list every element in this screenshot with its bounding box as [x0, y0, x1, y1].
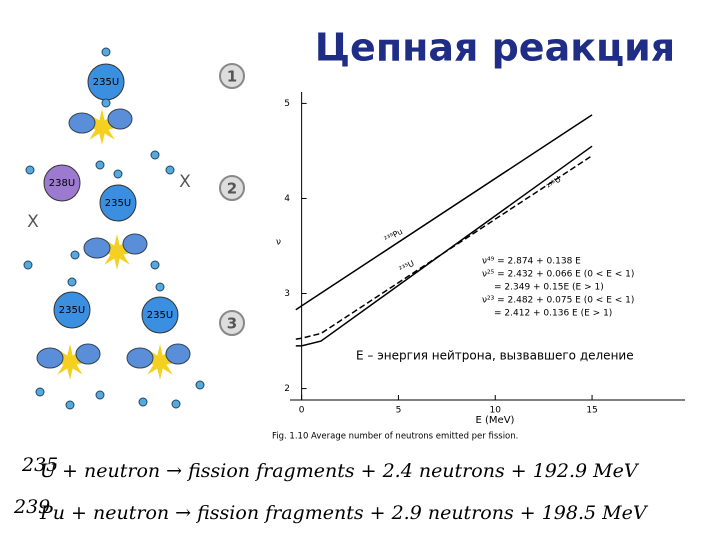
x-tick-label: 0: [299, 406, 305, 416]
fragment: [122, 233, 148, 255]
neutron: [70, 250, 80, 260]
isotope: 239: [13, 496, 50, 518]
x-axis-label: E (MeV): [476, 415, 515, 426]
nucleus-label: 235U: [59, 305, 85, 316]
absorbed-mark: X: [27, 212, 39, 232]
neutron: [65, 400, 75, 410]
fragment: [165, 343, 191, 365]
x-tick-label: 5: [396, 406, 402, 416]
nucleus: [43, 164, 81, 202]
neutron: [95, 160, 105, 170]
fragment: [36, 347, 64, 369]
neutron: [35, 387, 45, 397]
series-label: ²³⁵U: [398, 259, 416, 274]
fragment: [68, 112, 96, 134]
equation: ν²³ = 2.482 + 0.075 E (0 < E < 1): [482, 296, 634, 306]
y-tick-label: 5: [284, 99, 290, 109]
fragment: [75, 343, 101, 365]
series-line: [295, 155, 593, 340]
equation: = 2.412 + 0.136 E (E > 1): [494, 309, 612, 319]
series-label: ²³⁹Pu: [383, 227, 404, 244]
y-tick-label: 2: [284, 384, 290, 394]
absorbed-mark: X: [179, 172, 191, 192]
neutron: [150, 260, 160, 270]
neutron: [155, 282, 165, 292]
step-number: 1: [227, 68, 237, 86]
note: E – энергия нейтрона, вызвавшего деление: [356, 349, 634, 363]
neutron: [23, 260, 33, 270]
nucleus-label: 235U: [105, 198, 131, 209]
formula: U + neutron → fission fragments + 2.4 ne…: [40, 460, 640, 482]
fragment: [83, 237, 111, 259]
neutron: [195, 380, 205, 390]
equation: ν²⁵ = 2.432 + 0.066 E (0 < E < 1): [482, 270, 634, 280]
fragment: [107, 108, 133, 130]
note-box: [350, 346, 682, 366]
nucleus-label: 235U: [93, 77, 119, 88]
neutron: [95, 390, 105, 400]
neutron: [101, 47, 111, 57]
x-tick-label: 15: [586, 406, 597, 416]
step-badge: [219, 310, 245, 336]
isotope: 235: [21, 454, 58, 476]
neutron: [67, 277, 77, 287]
slide-title: Цепная реакция: [315, 26, 675, 70]
step-badge: [219, 175, 245, 201]
y-tick-label: 3: [284, 289, 290, 299]
nucleus: [141, 296, 179, 334]
step-number: 3: [227, 315, 237, 333]
series-line: [295, 145, 593, 347]
nucleus-label: 235U: [147, 310, 173, 321]
neutron: [150, 150, 160, 160]
chain-diagram: 235U 238U 235U 235U 235U 1 2 3 X X: [23, 47, 245, 410]
neutron: [171, 399, 181, 409]
equation: = 2.349 + 0.15E (E > 1): [494, 283, 604, 293]
step-badge: [219, 63, 245, 89]
x-tick-label: 10: [490, 406, 502, 416]
y-axis-label: ν: [276, 238, 281, 248]
nucleus: [53, 291, 91, 329]
fragment: [126, 347, 154, 369]
caption: Fig. 1.10 Average number of neutrons emi…: [272, 432, 518, 442]
neutron: [101, 98, 111, 108]
nucleus-label: 238U: [49, 178, 75, 189]
neutron: [165, 165, 175, 175]
y-tick-label: 4: [284, 194, 290, 204]
neutron: [25, 165, 35, 175]
series-line: [295, 114, 593, 311]
neutron: [113, 169, 123, 179]
equation: ν⁴⁹ = 2.874 + 0.138 E: [482, 257, 581, 267]
neutron: [138, 397, 148, 407]
step-number: 2: [227, 180, 237, 198]
nucleus: [99, 184, 137, 222]
formula: Pu + neutron → fission fragments + 2.9 n…: [39, 502, 649, 524]
